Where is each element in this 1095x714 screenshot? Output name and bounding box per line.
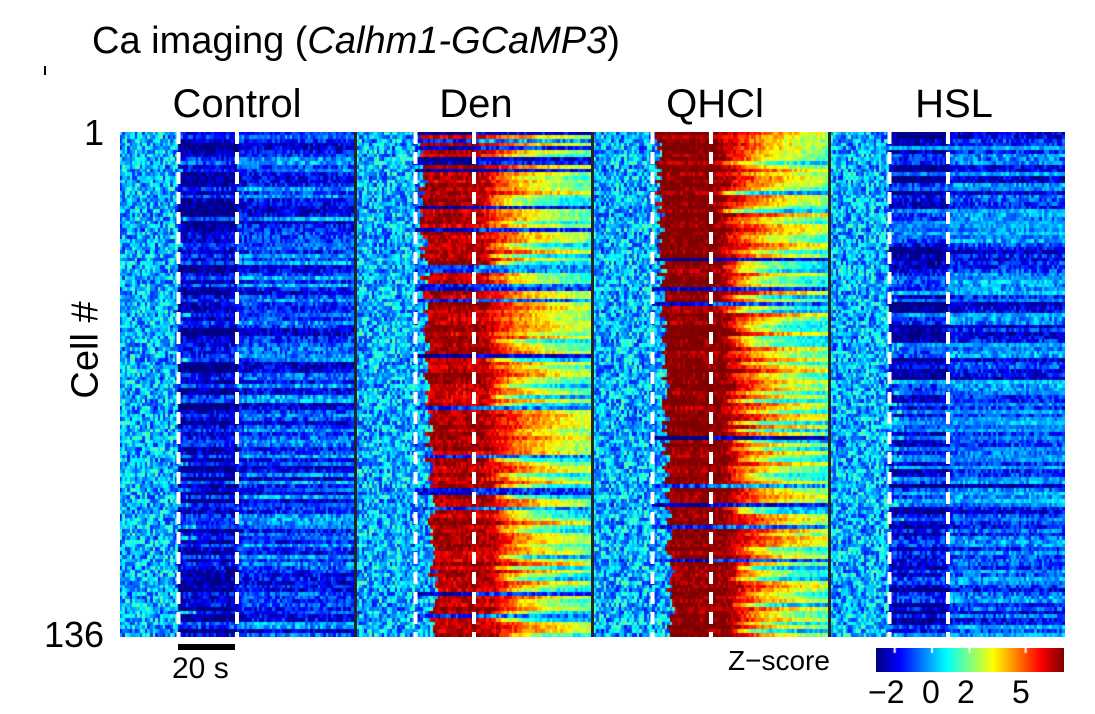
colorbar-tick-neg2: −2 [868,674,905,710]
y-tick-last-cell: 136 [44,614,105,655]
time-scale-bar [178,644,235,650]
title-suffix: ) [607,20,620,62]
corner-mark [44,66,46,75]
colorbar-tick-0: 0 [922,674,940,710]
colorbar-label: Z−score [728,645,830,676]
condition-label-hsl: HSL [915,82,993,126]
y-tick-first-cell: 1 [84,112,105,153]
colorbar [876,648,1064,672]
title-prefix: Ca imaging ( [92,20,308,62]
condition-label-qhcl: QHCl [666,82,764,126]
condition-label-den: Den [439,82,513,126]
figure-title: Ca imaging (Calhm1-GCaMP3) [92,20,620,63]
panel-divider [354,132,357,637]
time-scale-label: 20 s [172,652,229,685]
panel-divider [591,132,594,637]
panel-divider [828,132,831,637]
y-axis-label: Cell # [64,301,107,399]
stimulus-overlay [176,132,950,637]
title-genotype: Calhm1-GCaMP3 [307,20,608,62]
colorbar-tick-2: 2 [957,674,975,710]
condition-label-control: Control [172,82,302,126]
colorbar-tick-5: 5 [1012,674,1030,710]
